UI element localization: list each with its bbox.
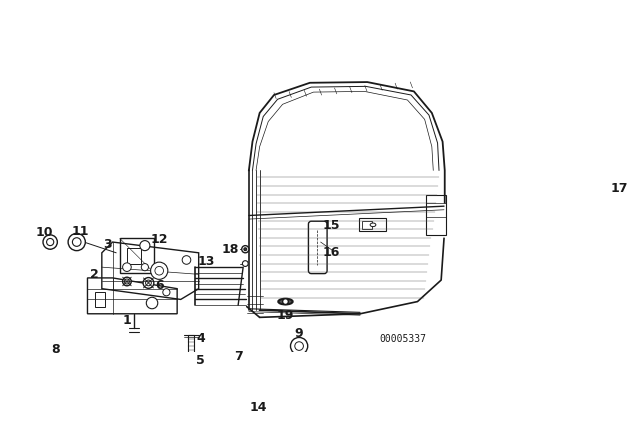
Text: 12: 12 [150, 233, 168, 246]
Text: 7: 7 [234, 350, 243, 363]
Ellipse shape [124, 279, 129, 284]
Circle shape [283, 299, 289, 305]
Circle shape [242, 246, 249, 253]
Circle shape [43, 235, 58, 249]
Circle shape [163, 289, 170, 296]
Bar [231, 414, 237, 423]
Text: 16: 16 [323, 246, 340, 259]
Circle shape [82, 353, 122, 393]
Circle shape [155, 267, 163, 275]
Text: 3: 3 [103, 238, 112, 251]
Circle shape [249, 418, 259, 429]
Circle shape [47, 353, 90, 396]
Bar [426, 195, 446, 235]
Bar [23, 379, 34, 385]
Text: 5: 5 [196, 354, 205, 367]
Circle shape [55, 362, 81, 388]
Ellipse shape [575, 181, 588, 189]
Text: 4: 4 [196, 332, 205, 345]
Text: 18: 18 [221, 243, 239, 256]
Bar [95, 292, 106, 306]
Circle shape [140, 241, 150, 250]
Bar [273, 414, 278, 423]
Ellipse shape [370, 223, 376, 227]
Text: 10: 10 [36, 226, 53, 239]
Ellipse shape [278, 299, 292, 305]
Circle shape [244, 414, 264, 434]
Circle shape [141, 263, 148, 271]
FancyBboxPatch shape [308, 221, 327, 274]
Circle shape [291, 337, 308, 355]
Circle shape [295, 342, 303, 350]
Text: 15: 15 [323, 219, 340, 232]
Bar [127, 248, 141, 263]
Ellipse shape [123, 277, 131, 286]
Circle shape [98, 370, 106, 377]
Circle shape [47, 238, 54, 246]
Text: 13: 13 [197, 255, 214, 268]
Circle shape [90, 362, 113, 385]
Bar [234, 411, 272, 436]
Circle shape [147, 297, 158, 309]
Circle shape [123, 263, 131, 271]
Circle shape [182, 256, 191, 264]
Text: 6: 6 [155, 279, 164, 292]
Circle shape [54, 363, 66, 375]
Text: 9: 9 [295, 327, 303, 340]
Circle shape [68, 377, 78, 387]
Bar [120, 238, 154, 273]
Circle shape [64, 370, 72, 379]
Bar [188, 335, 194, 367]
Bar [362, 220, 372, 229]
Text: 11: 11 [72, 225, 89, 238]
Circle shape [72, 238, 81, 246]
Ellipse shape [143, 278, 154, 289]
Text: 19: 19 [276, 310, 294, 323]
Circle shape [68, 233, 85, 250]
Circle shape [316, 372, 331, 386]
Text: 14: 14 [250, 401, 267, 414]
Text: 17: 17 [611, 182, 628, 195]
Circle shape [243, 261, 248, 267]
Bar [358, 218, 386, 231]
Ellipse shape [145, 280, 151, 286]
Circle shape [244, 248, 247, 250]
Circle shape [150, 262, 168, 280]
Text: 8: 8 [51, 343, 60, 356]
Text: 00005337: 00005337 [380, 334, 427, 344]
Bar [317, 362, 330, 396]
Text: 1: 1 [122, 314, 131, 327]
Text: 2: 2 [90, 268, 99, 281]
